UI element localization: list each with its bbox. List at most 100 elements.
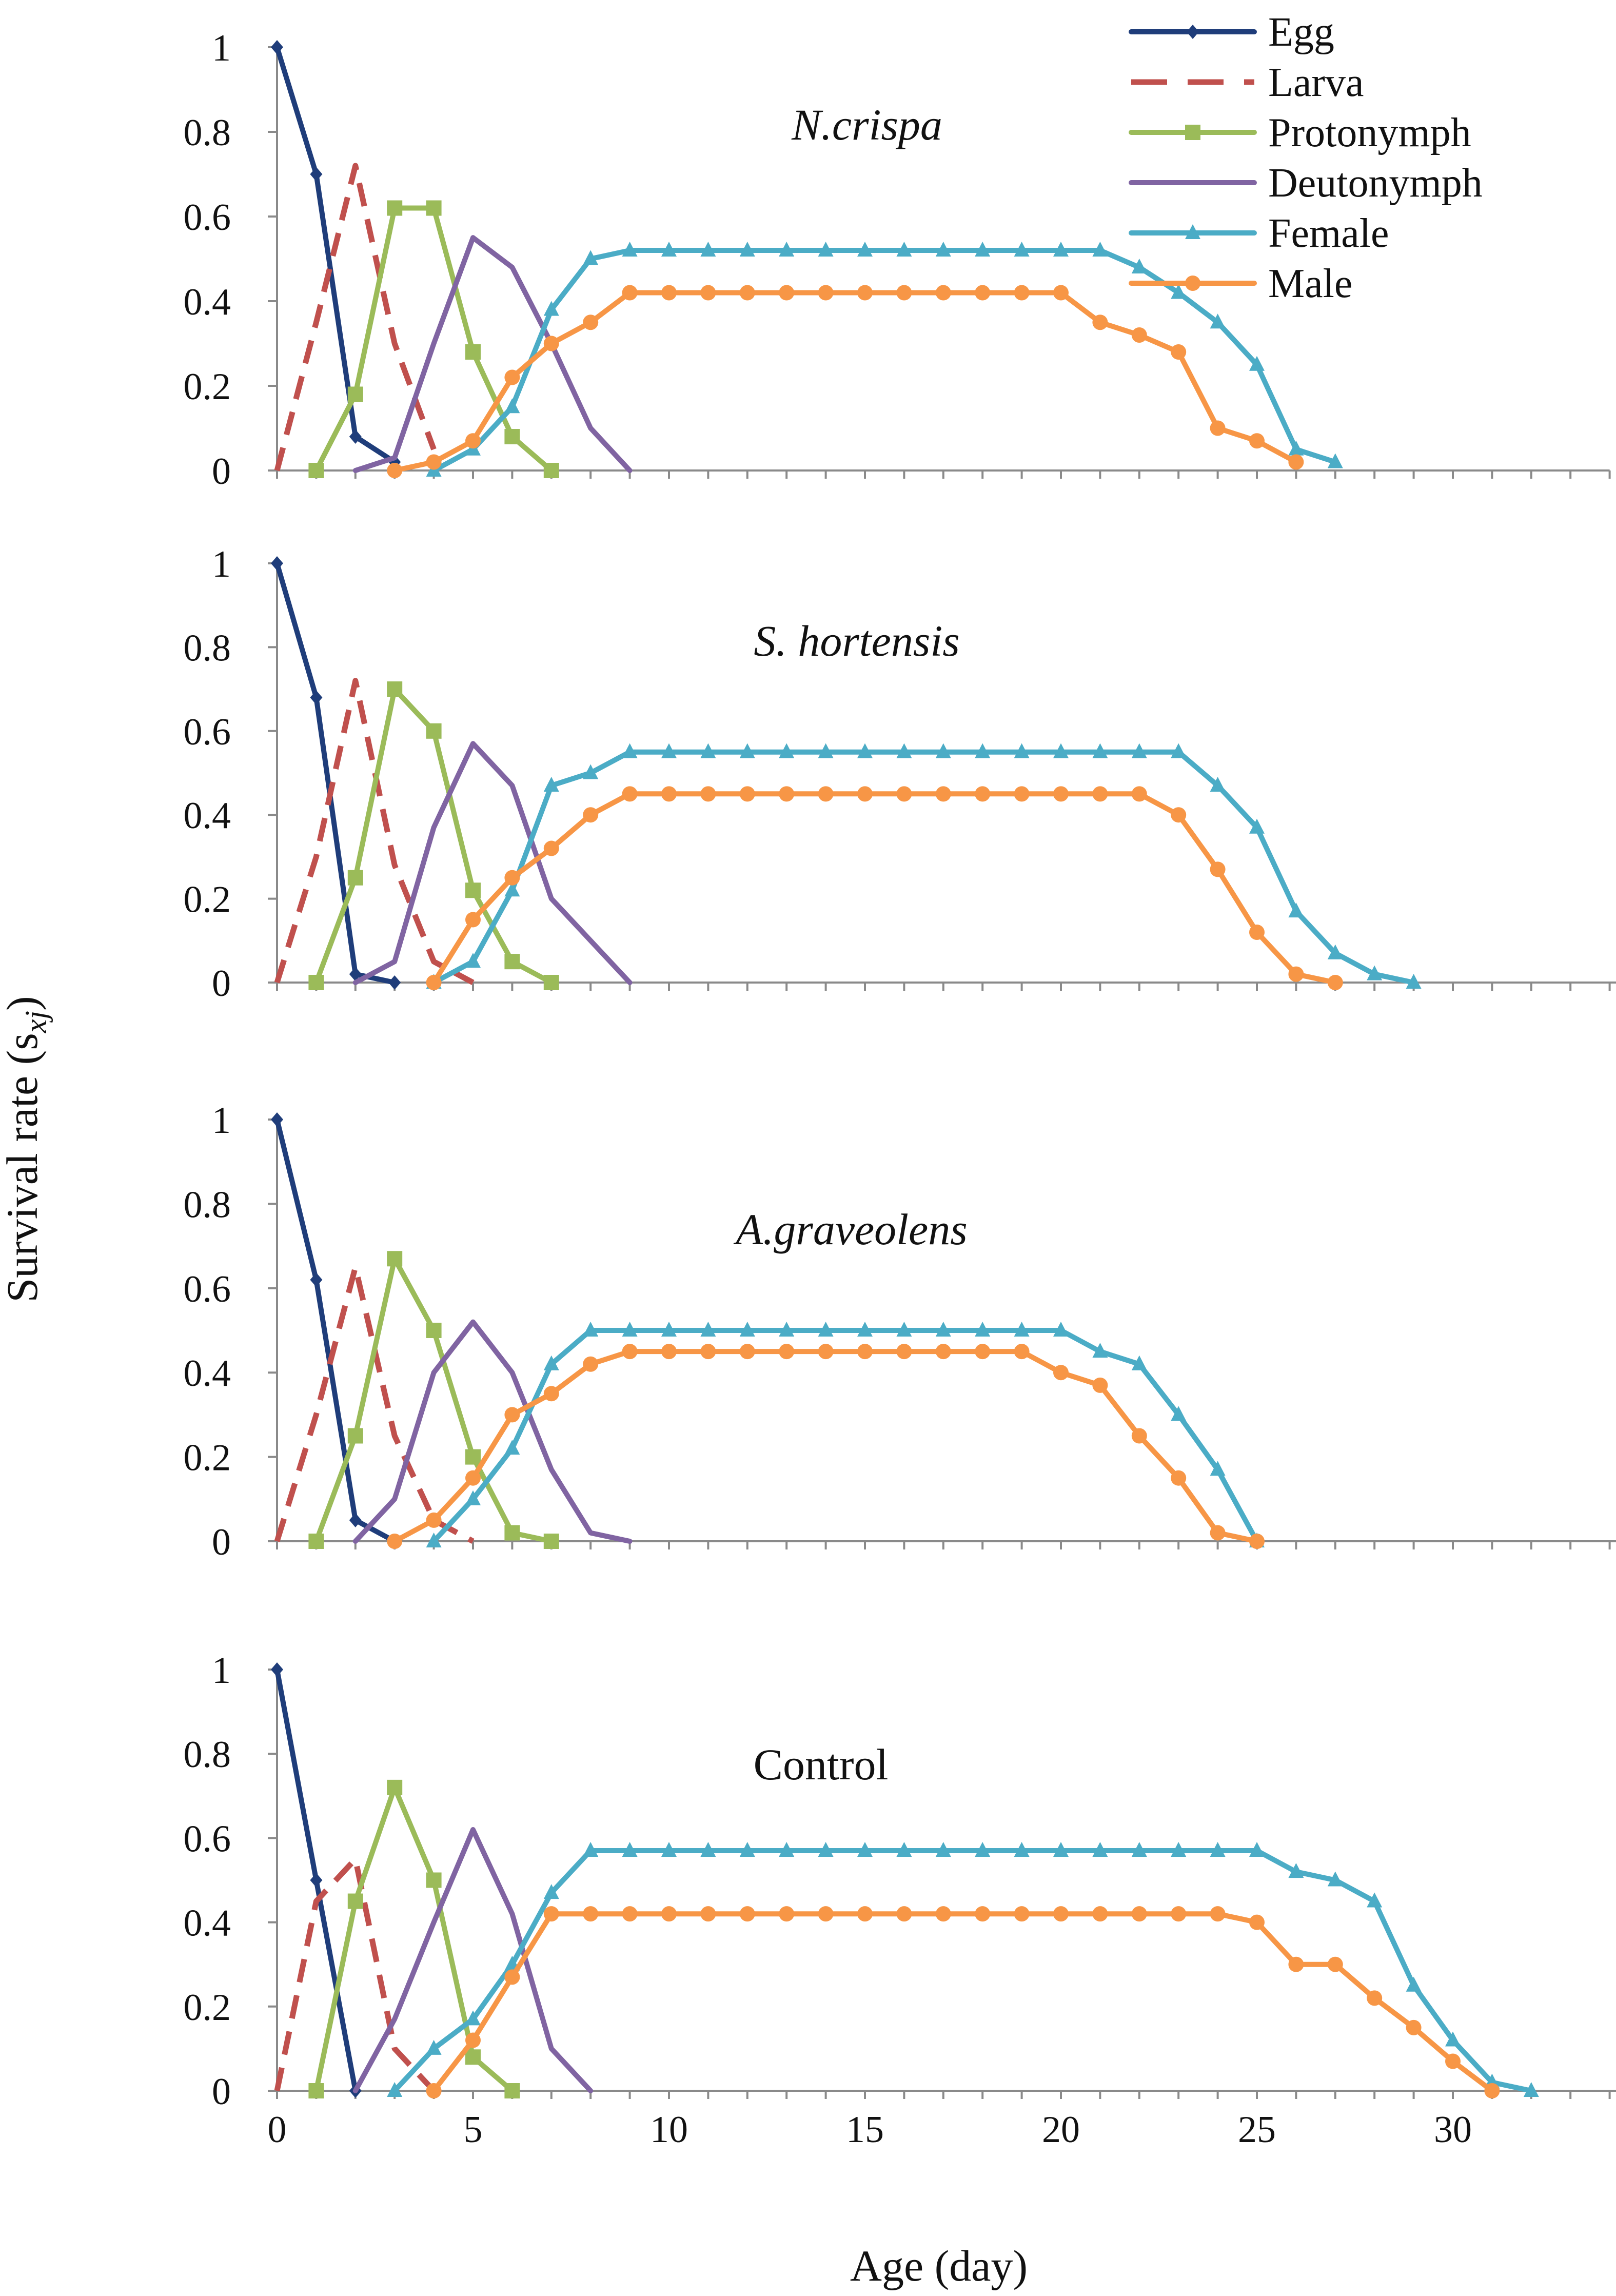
data-point-female <box>779 1842 795 1857</box>
y-tick-label: 0.2 <box>184 1437 231 1479</box>
data-point-female <box>1053 1842 1069 1857</box>
legend-label: Egg <box>1268 10 1334 55</box>
data-point-male <box>387 1534 403 1549</box>
series-line-egg <box>274 561 398 985</box>
data-point-female <box>1053 242 1069 257</box>
panel-n-crispa: 0 0.2 0.4 0.6 0.8 1 N.crispa <box>184 27 1611 493</box>
data-point-female <box>622 743 638 758</box>
data-point-male <box>779 285 795 301</box>
data-point-protonymph <box>426 723 442 739</box>
series-line-larva <box>274 1856 436 2093</box>
series-larva <box>274 678 475 985</box>
data-point-female <box>1249 356 1265 371</box>
data-point-female <box>700 1842 716 1857</box>
data-point-male <box>818 1906 834 1922</box>
data-point-female <box>1131 1842 1147 1857</box>
data-point-male <box>543 336 559 351</box>
data-point-male <box>1288 454 1304 470</box>
data-point-male <box>1249 433 1265 449</box>
data-point-male <box>1131 327 1147 343</box>
data-point-male <box>1210 420 1226 436</box>
data-point-protonymph <box>465 1449 481 1465</box>
series-deutonymph <box>352 1319 633 1544</box>
data-point-male <box>622 1906 638 1922</box>
data-point-protonymph <box>426 200 442 216</box>
y-tick-label: 1 <box>212 543 231 585</box>
data-point-male <box>622 285 638 301</box>
legend-entry-egg: Egg <box>1129 10 1334 55</box>
data-point-male <box>583 807 599 823</box>
data-point-male <box>1288 966 1304 982</box>
data-point-egg <box>349 429 362 444</box>
data-point-egg <box>271 1662 283 1677</box>
panel-control: 00.20.40.60.8105101520253035Control <box>184 1650 1616 2151</box>
legend-entry-deutonymph: Deutonymph <box>1129 161 1483 206</box>
data-point-female <box>1171 1406 1187 1421</box>
data-point-male <box>426 1512 442 1528</box>
data-point-male <box>465 912 481 928</box>
data-point-female <box>857 1322 873 1337</box>
data-point-male <box>1131 786 1147 802</box>
data-point-protonymph <box>347 1893 363 1909</box>
data-point-protonymph <box>308 463 324 478</box>
data-point-female <box>1249 1842 1265 1857</box>
data-point-female <box>1210 777 1226 792</box>
y-tick-label: 0 <box>212 450 231 493</box>
series-line-egg <box>274 1117 398 1544</box>
data-point-male <box>1092 315 1108 330</box>
data-point-female <box>935 1842 951 1857</box>
data-point-female <box>465 2010 481 2026</box>
data-point-female <box>779 1322 795 1337</box>
data-point-egg <box>271 556 283 571</box>
data-point-female <box>622 1322 638 1337</box>
data-point-male <box>465 2032 481 2048</box>
y-tick-label: 0.4 <box>184 281 231 323</box>
data-point-male <box>1249 1534 1265 1549</box>
data-point-male <box>1014 1344 1030 1360</box>
data-point-female <box>1406 1976 1422 1992</box>
data-point-male <box>583 315 599 330</box>
data-point-female <box>818 1842 834 1857</box>
data-point-male <box>1249 1914 1265 1930</box>
data-point-protonymph <box>347 1428 363 1444</box>
series-protonymph <box>308 1251 559 1549</box>
series-deutonymph <box>352 235 633 473</box>
legend-entry-female: Female <box>1129 211 1389 256</box>
data-point-male <box>1014 285 1030 301</box>
data-point-protonymph <box>543 463 559 478</box>
series-larva <box>274 1856 436 2093</box>
data-point-male <box>426 454 442 470</box>
data-point-male <box>818 285 834 301</box>
panel-title: N.crispa <box>791 100 942 149</box>
data-point-female <box>1014 1322 1030 1337</box>
data-point-protonymph <box>387 681 403 697</box>
data-point-male <box>818 1344 834 1360</box>
x-tick-label: 30 <box>1434 2109 1472 2151</box>
data-point-protonymph <box>347 870 363 886</box>
data-point-female <box>700 743 716 758</box>
data-point-female <box>1367 965 1383 980</box>
x-tick-label: 20 <box>1042 2109 1080 2151</box>
data-point-male <box>935 1344 951 1360</box>
series-male <box>426 1906 1500 2098</box>
data-point-male <box>1445 2053 1461 2069</box>
data-point-female <box>857 1842 873 1857</box>
series-line-egg <box>274 45 398 465</box>
data-point-female <box>1092 1842 1108 1857</box>
data-point-protonymph <box>387 200 403 216</box>
data-point-female <box>700 1322 716 1337</box>
data-point-female <box>661 242 677 257</box>
data-point-female <box>1249 818 1265 834</box>
data-point-male <box>975 285 991 301</box>
data-point-protonymph <box>387 1779 403 1795</box>
data-point-protonymph <box>347 386 363 402</box>
data-point-female <box>935 743 951 758</box>
data-point-egg <box>349 967 362 982</box>
data-point-male <box>1014 1906 1030 1922</box>
series-line-larva <box>274 163 437 472</box>
legend-label: Larva <box>1268 60 1364 105</box>
data-point-male <box>1014 786 1030 802</box>
data-point-female <box>543 1355 559 1370</box>
x-tick-label: 25 <box>1238 2109 1276 2151</box>
